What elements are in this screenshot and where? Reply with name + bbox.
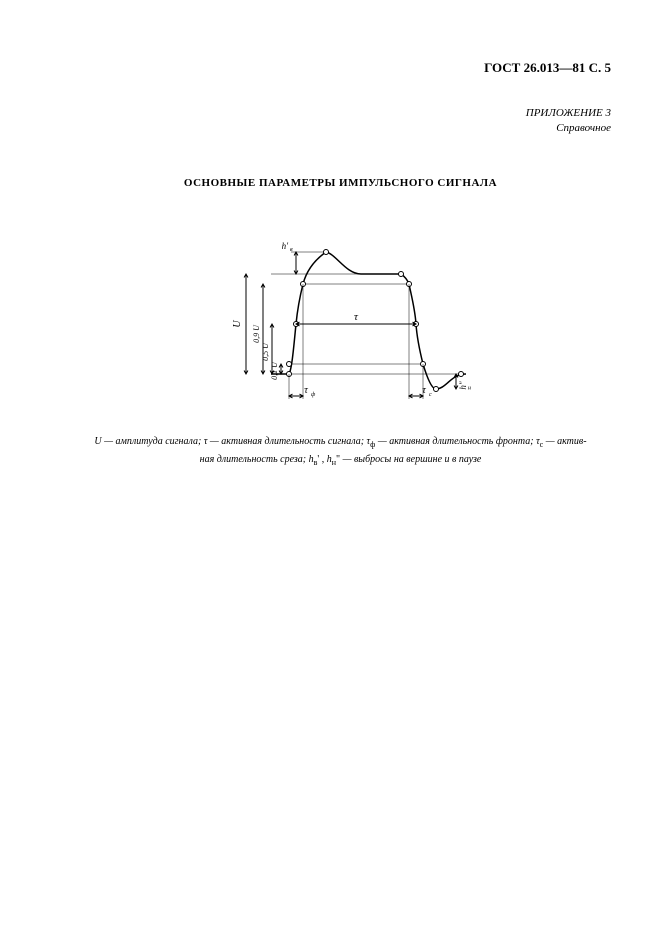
svg-text:с: с	[429, 392, 432, 398]
pulse-diagram: U0,9 U0,5 U0,1 Uh'вh"нττфτс	[70, 214, 611, 409]
svg-text:h': h'	[281, 241, 289, 251]
svg-text:н: н	[468, 385, 471, 391]
document-id: ГОСТ 26.013—81 С. 5	[70, 60, 611, 76]
svg-text:ф: ф	[311, 391, 316, 398]
svg-text:0,1 U: 0,1 U	[270, 361, 279, 380]
svg-text:0,9 U: 0,9 U	[252, 324, 261, 343]
appendix-title: ПРИЛОЖЕНИЕ 3	[70, 106, 611, 121]
svg-text:в: в	[290, 247, 293, 253]
svg-text:U: U	[232, 319, 243, 327]
section-title: ОСНОВНЫЕ ПАРАМЕТРЫ ИМПУЛЬСНОГО СИГНАЛА	[70, 177, 611, 189]
appendix-subtitle: Справочное	[70, 121, 611, 136]
svg-text:τ: τ	[354, 311, 359, 323]
appendix-block: ПРИЛОЖЕНИЕ 3 Справочное	[70, 106, 611, 137]
caption-text: U — амплитуда сигнала; τ — активная длит…	[94, 436, 586, 465]
svg-text:τ: τ	[304, 385, 308, 396]
caption: U — амплитуда сигнала; τ — активная длит…	[70, 434, 611, 470]
svg-text:h": h"	[458, 381, 468, 390]
svg-text:τ: τ	[422, 385, 426, 396]
svg-text:0,5 U: 0,5 U	[261, 342, 270, 361]
